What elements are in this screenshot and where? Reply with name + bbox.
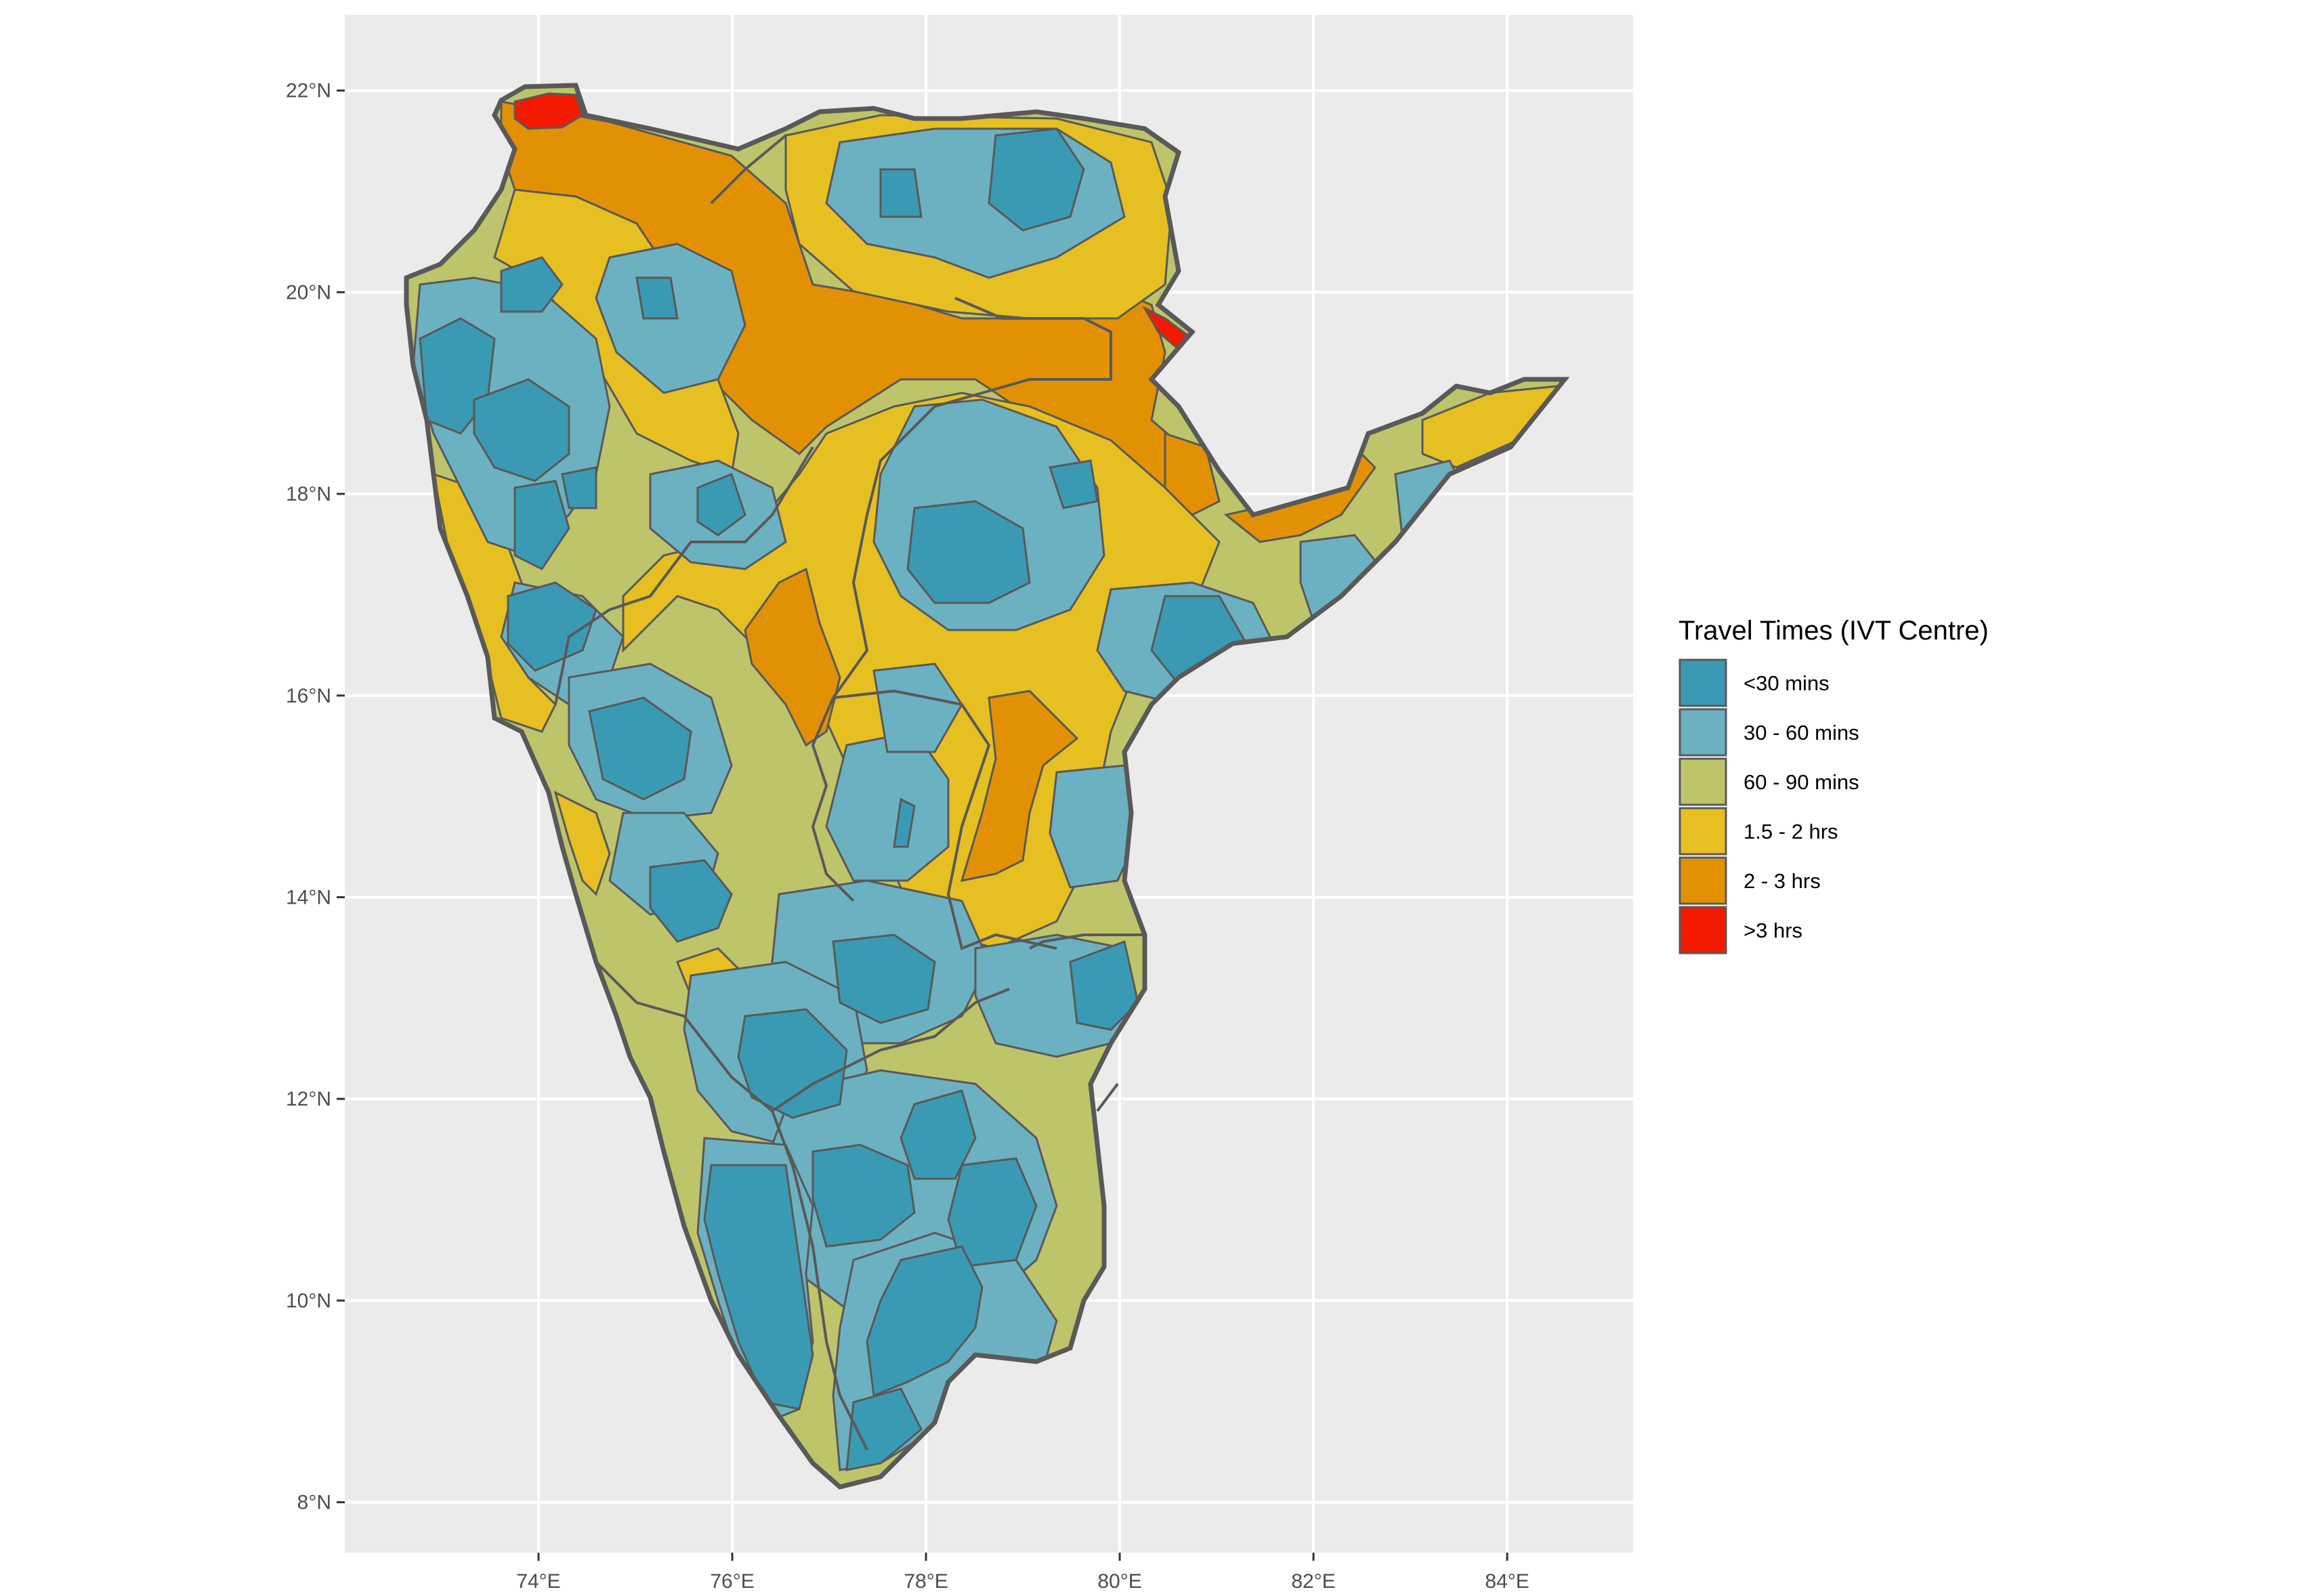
x-tick-label-3: 80°E [1097, 1570, 1141, 1593]
zone-under-30-cores [419, 127, 1248, 1471]
zone-over-3hrs-north [513, 92, 584, 130]
x-tick-label-1: 76°E [710, 1570, 754, 1593]
legend: Travel Times (IVT Centre) <30 mins 30 - 6… [1679, 616, 1989, 954]
x-tick-label-4: 82°E [1291, 1570, 1335, 1593]
x-tick-label-0: 74°E [516, 1570, 560, 1593]
travel-time-zones [406, 85, 1565, 1487]
y-tick-label-4: 16°N [286, 685, 331, 707]
y-tick-label-1: 10°N [286, 1290, 331, 1312]
x-tick-label-5: 84°E [1485, 1570, 1529, 1593]
legend-swatch-1 [1679, 708, 1727, 757]
legend-title: Travel Times (IVT Centre) [1679, 616, 1989, 646]
legend-label-1: 30 - 60 mins [1744, 721, 1859, 744]
y-tick-label-6: 20°N [286, 281, 331, 303]
state-boundaries [554, 134, 1145, 1450]
y-tick-label-3: 14°N [286, 886, 331, 908]
y-tick-label-7: 22°N [286, 80, 331, 102]
y-tick-label-2: 12°N [286, 1088, 331, 1110]
legend-items: <30 mins 30 - 60 mins 60 - 90 mins 1.5 - 2 … [1679, 658, 1859, 954]
legend-swatch-5 [1679, 906, 1727, 954]
y-tick-label-5: 18°N [286, 483, 331, 505]
legend-swatch-2 [1679, 757, 1727, 806]
legend-label-4: 2 - 3 hrs [1744, 869, 1821, 893]
legend-label-3: 1.5 - 2 hrs [1744, 820, 1838, 843]
legend-label-0: <30 mins [1744, 671, 1830, 695]
zone-1-5-2hrs-sw [553, 791, 611, 896]
legend-swatch-0 [1679, 658, 1727, 707]
legend-swatch-4 [1679, 856, 1727, 905]
axes: 74°E 76°E 78°E 80°E 82°E 84°E 8°N 10°N 12°N 14°N 1… [286, 80, 1529, 1593]
legend-swatch-3 [1679, 807, 1727, 856]
y-tick-label-0: 8°N [297, 1492, 331, 1514]
legend-label-5: >3 hrs [1744, 919, 1802, 942]
zone-2-3hrs-south-central [960, 690, 1079, 882]
zone-2-3hrs-east-coast [1164, 432, 1221, 516]
x-tick-label-2: 78°E [904, 1570, 948, 1593]
legend-label-2: 60 - 90 mins [1744, 770, 1859, 794]
